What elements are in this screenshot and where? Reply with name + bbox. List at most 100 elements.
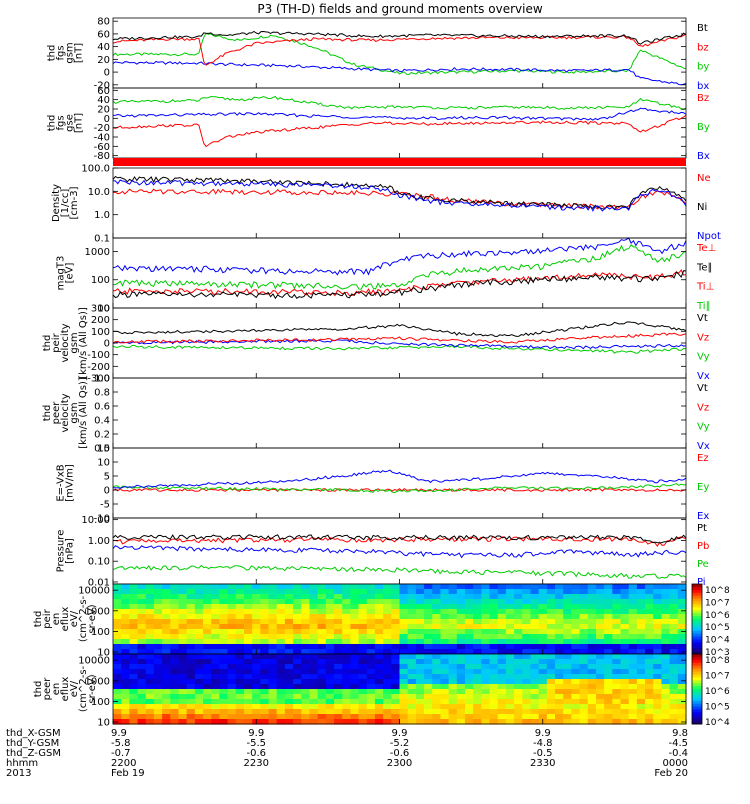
spectrogram-cell [620,699,630,705]
spectrogram-cell [456,664,466,670]
spectrogram-cell [121,719,130,725]
spectrogram-cell [514,634,523,640]
spectrogram-cell [276,674,286,680]
spectrogram-cell [178,584,188,590]
spectrogram-cell [473,624,482,630]
spectrogram-cell [284,699,294,705]
spectrogram-cell [424,689,433,695]
spectrogram-cell [587,614,597,620]
spectrogram-cell [464,639,474,645]
spectrogram-cell [350,684,360,690]
spectrogram-cell [325,669,335,675]
spectrogram-cell [432,639,442,645]
spectrogram-cell [276,599,286,605]
spectrogram-cell [595,679,605,685]
spectrogram-cell [579,614,589,620]
y-tick-label: 100 [91,627,110,638]
spectrogram-cell [342,679,351,685]
spectrogram-cell [342,604,351,610]
spectrogram-cell [653,644,663,650]
spectrogram-cell [473,594,482,600]
spectrogram-cell [645,714,654,720]
spectrogram-cell [186,719,196,725]
spectrogram-cell [391,634,401,640]
spectrogram-cell [514,714,523,720]
y-axis-label: [cm-3] [69,186,80,219]
spectrogram-cell [497,659,507,665]
spectrogram-cell [399,709,409,715]
series-line [112,188,687,210]
spectrogram-cell [563,609,572,615]
spectrogram-cell [604,719,613,725]
y-tick-label: 15 [97,444,110,455]
spectrogram-cell [366,719,376,725]
spectrogram-cell [178,669,188,675]
spectrogram-cell [113,599,122,605]
spectrogram-cell [415,659,425,665]
spectrogram-cell [383,634,392,640]
spectrogram-cell [194,619,204,625]
spectrogram-cell [162,659,171,665]
spectrogram-cell [538,654,548,660]
spectrogram-cell [399,619,409,625]
spectrogram-cell [391,654,401,660]
spectrogram-cell [309,644,319,650]
series-line [112,332,687,344]
spectrogram-cell [481,654,491,660]
spectrogram-cell [129,604,139,610]
spectrogram-cell [243,614,253,620]
spectrogram-cell [186,594,196,600]
spectrogram-cell [358,629,368,635]
spectrogram-cell [563,604,572,610]
spectrogram-cell [276,619,286,625]
spectrogram-cell [505,624,515,630]
x-axis-value: 9.9 [248,728,264,739]
spectrogram-cell [186,644,196,650]
spectrogram-cell [309,719,319,725]
spectrogram-cell [317,659,327,665]
spectrogram-cell [243,599,253,605]
spectrogram-cell [595,709,605,715]
spectrogram-cell [399,714,409,720]
spectrogram-cell [464,604,474,610]
spectrogram-cell [383,679,392,685]
spectrogram-cell [645,634,654,640]
spectrogram-cell [415,609,425,615]
colorbar-cell [692,601,702,605]
spectrogram-cell [219,584,229,590]
y-axis-label: peir [51,332,62,352]
spectrogram-cell [325,594,335,600]
spectrogram-cell [252,644,261,650]
spectrogram-cell [473,714,482,720]
spectrogram-cell [669,709,679,715]
spectrogram-cell [374,719,384,725]
spectrogram-cell [456,624,466,630]
spectrogram-cell [481,639,491,645]
spectrogram-cell [645,699,654,705]
spectrogram-cell [620,684,630,690]
spectrogram-cell [645,599,654,605]
spectrogram-cell [587,704,597,710]
spectrogram-cell [399,599,409,605]
spectrogram-cell [661,704,671,710]
spectrogram-cell [309,594,319,600]
spectrogram-cell [178,639,188,645]
spectrogram-cell [284,619,294,625]
spectrogram-cell [366,704,376,710]
series-line [112,60,687,86]
spectrogram-cell [137,594,147,600]
spectrogram-cell [129,619,139,625]
spectrogram-cell [538,629,548,635]
spectrogram-cell [170,589,180,595]
colorbar-cell [692,671,702,675]
spectrogram-cell [211,589,221,595]
spectrogram-cell [530,664,540,670]
spectrogram-cell [129,714,139,720]
spectrogram-cell [448,689,458,695]
spectrogram-cell [293,669,302,675]
spectrogram-cell [661,679,671,685]
spectrogram-cell [604,704,613,710]
spectrogram-cell [350,699,360,705]
spectrogram-cell [334,654,343,660]
